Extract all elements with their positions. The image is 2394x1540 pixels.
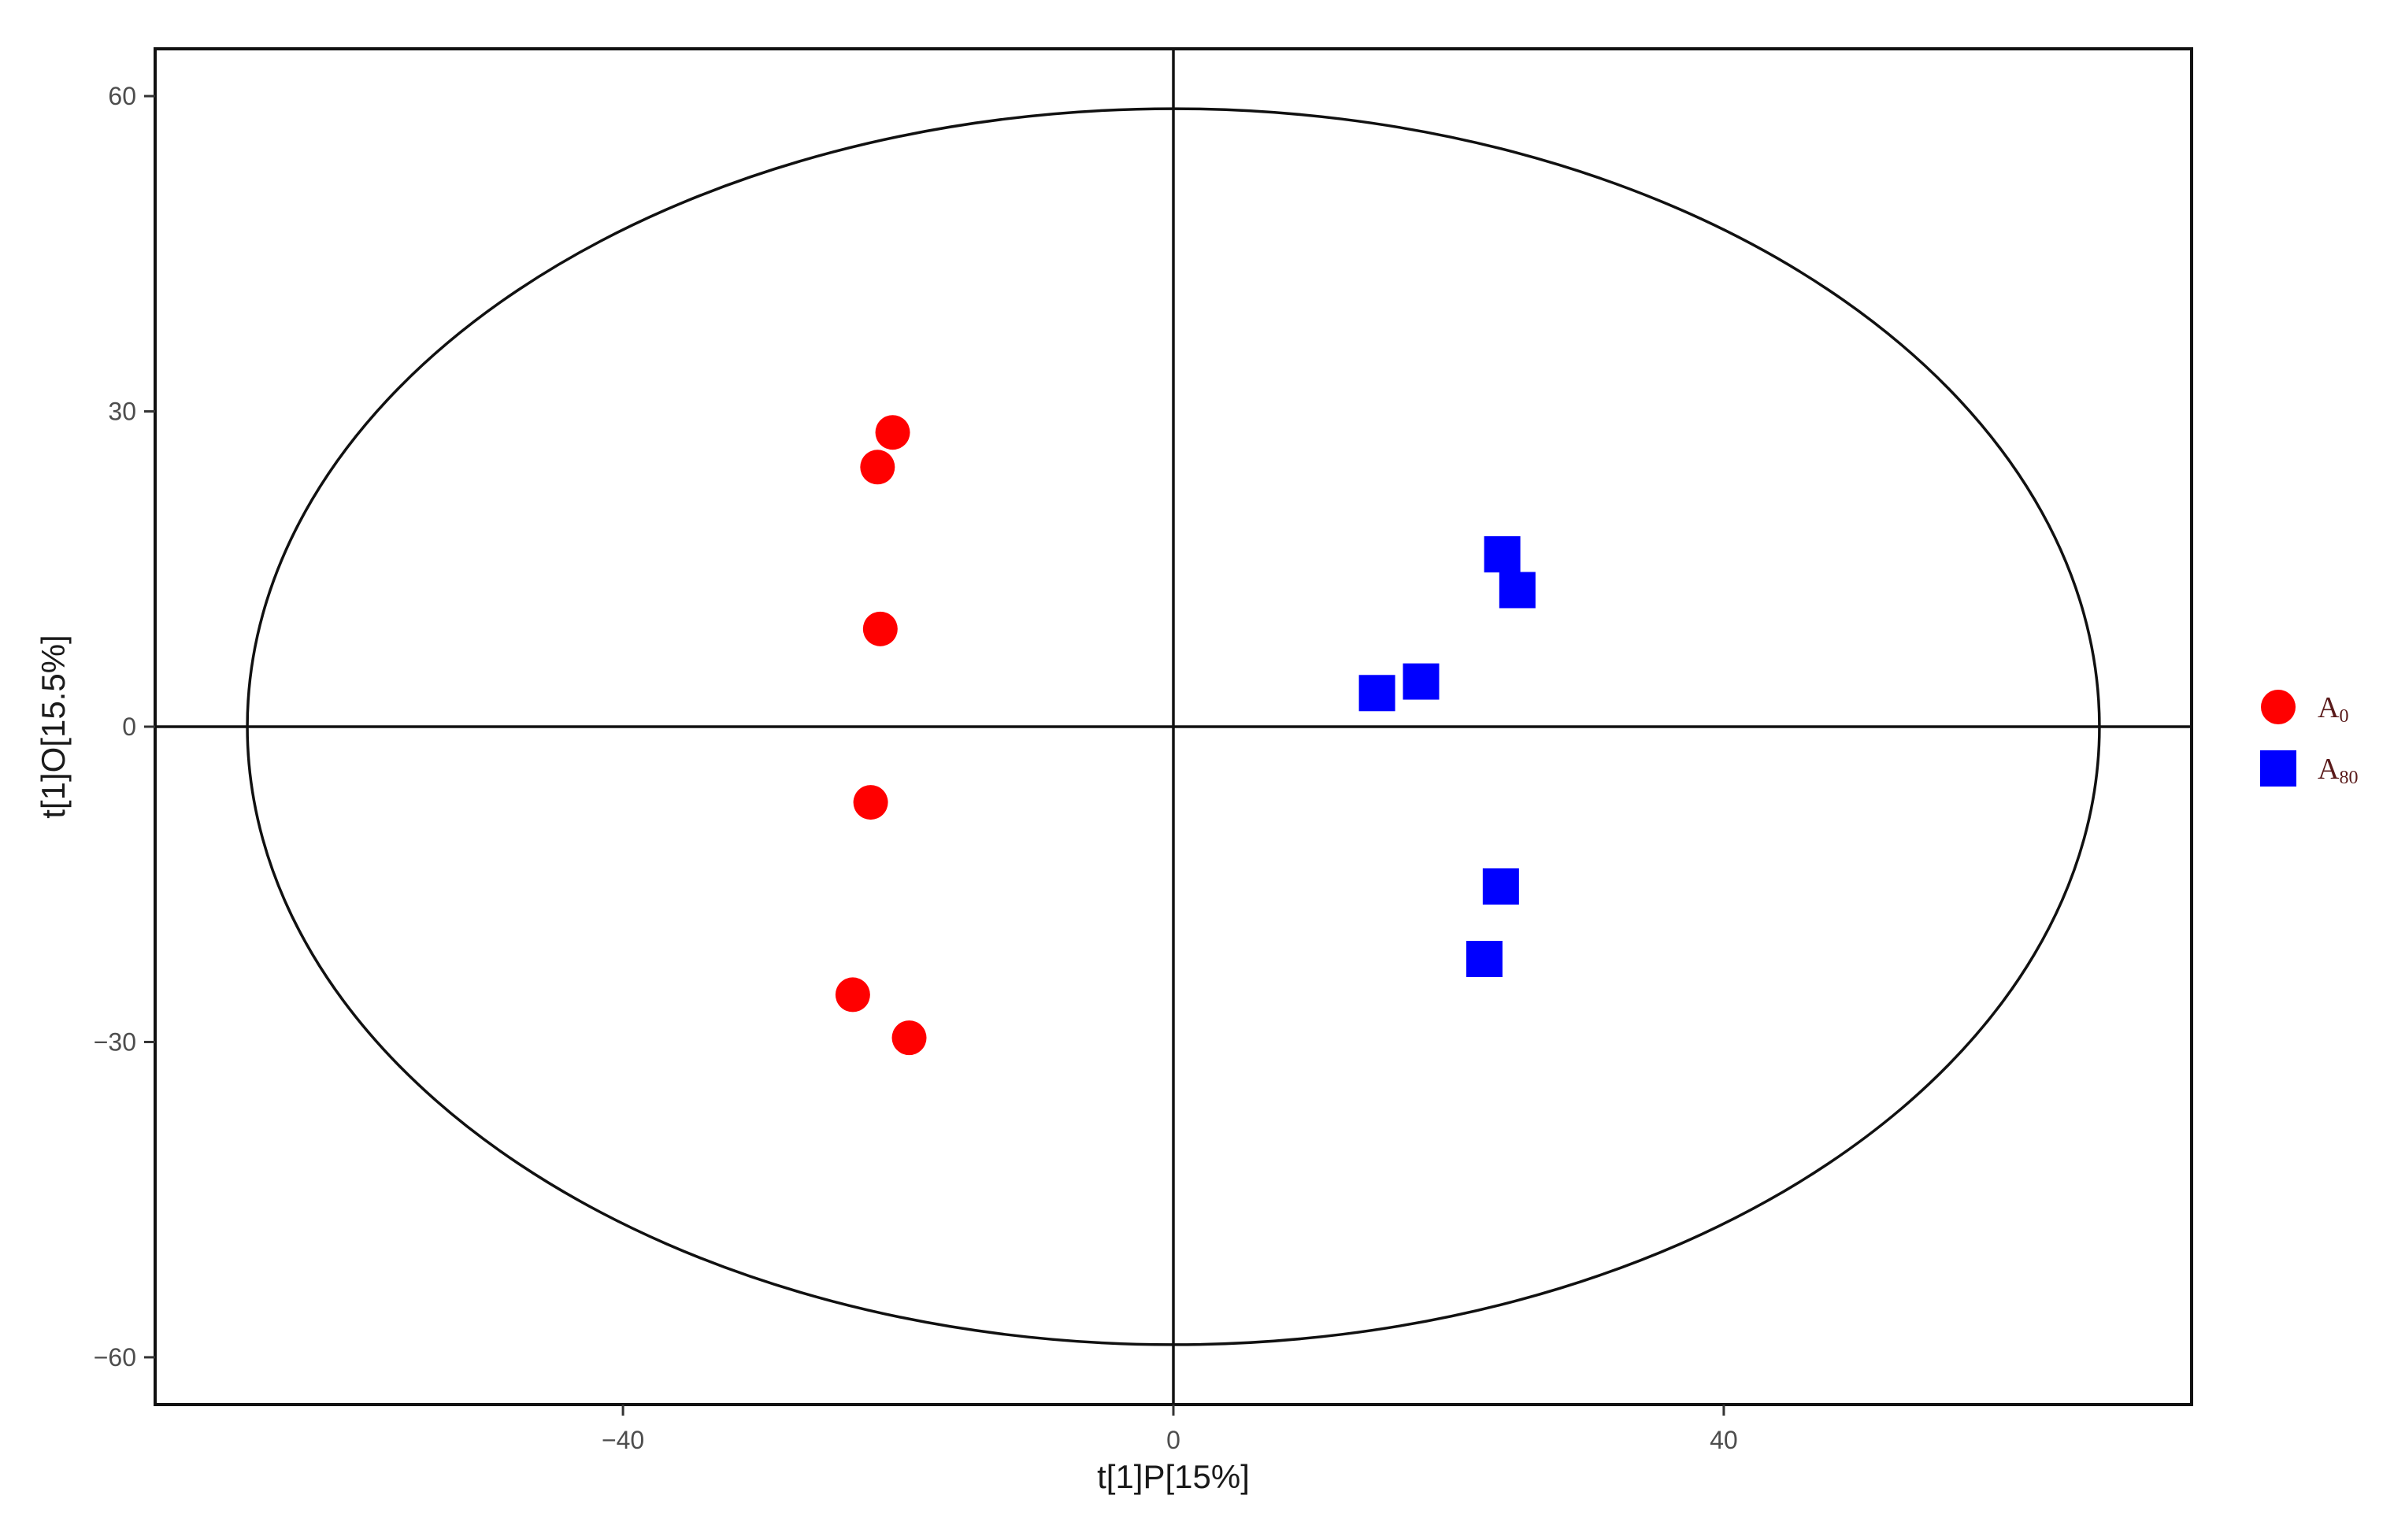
point-series1-3 (1358, 675, 1395, 712)
point-series1-4 (1482, 868, 1519, 905)
legend-label-series1: A80 (2318, 753, 2358, 788)
point-series0-1 (860, 450, 895, 485)
axis-ticks: −40 0 40 60 30 0 −30 −60 (94, 82, 1738, 1454)
legend-label-series0: A0 (2318, 691, 2348, 727)
point-series1-2 (1403, 663, 1440, 700)
legend-label-subscript: 80 (2339, 768, 2358, 788)
point-series1-0 (1484, 536, 1521, 573)
point-series0-4 (835, 977, 870, 1012)
y-tick-label-4: −60 (94, 1343, 136, 1372)
legend-key-series0 (2261, 690, 2296, 724)
point-series0-5 (891, 1020, 927, 1056)
point-series0-0 (875, 415, 910, 450)
x-tick-label-0: −40 (602, 1426, 644, 1454)
y-axis-title: t[1]O[15.5%] (35, 635, 72, 818)
point-series0-3 (853, 785, 888, 820)
y-tick-label-0: 60 (108, 82, 136, 110)
y-tick-label-3: −30 (94, 1027, 136, 1056)
legend-key-series1 (2260, 750, 2296, 787)
point-series1-1 (1499, 572, 1536, 609)
y-tick-label-2: 0 (122, 713, 136, 741)
point-series0-2 (862, 611, 898, 646)
point-series1-5 (1466, 941, 1503, 978)
legend-label-main: A (2318, 753, 2340, 786)
y-tick-label-1: 30 (108, 398, 136, 426)
x-axis-title: t[1]P[15%] (1097, 1458, 1250, 1495)
x-tick-label-1: 0 (1166, 1426, 1180, 1454)
legend-label-subscript: 0 (2339, 706, 2348, 727)
legend-label-main: A (2318, 691, 2340, 724)
x-tick-label-2: 40 (1710, 1426, 1738, 1454)
